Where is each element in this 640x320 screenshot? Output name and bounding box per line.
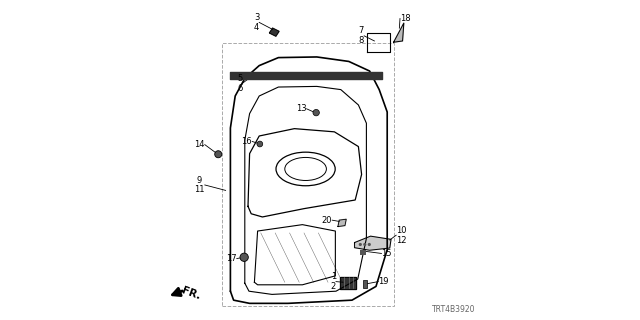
Text: 14: 14 [195,140,205,149]
Polygon shape [338,219,346,227]
Bar [363,280,367,288]
Polygon shape [269,28,279,36]
Text: 17: 17 [226,254,237,263]
Circle shape [367,243,371,246]
Polygon shape [355,236,391,250]
Circle shape [358,243,362,246]
Circle shape [313,109,319,116]
Text: 16: 16 [241,137,252,146]
Circle shape [240,253,248,261]
Text: FR.: FR. [181,285,202,301]
Polygon shape [340,277,356,289]
Circle shape [257,141,263,147]
Polygon shape [394,23,404,42]
Text: 19: 19 [378,277,388,286]
Text: 1
2: 1 2 [331,272,336,291]
Text: 7
8: 7 8 [359,27,364,45]
Text: 5
6: 5 6 [237,74,243,92]
Text: 20: 20 [322,216,332,225]
Text: 15: 15 [381,249,392,258]
Text: 10
12: 10 12 [396,226,406,244]
Text: 9
11: 9 11 [195,176,205,194]
Text: 3
4: 3 4 [254,13,259,32]
Bar [360,250,366,255]
Circle shape [364,243,367,246]
Text: 18: 18 [400,14,411,23]
Circle shape [215,151,222,158]
Text: TRT4B3920: TRT4B3920 [432,305,475,314]
Text: 13: 13 [296,104,307,113]
